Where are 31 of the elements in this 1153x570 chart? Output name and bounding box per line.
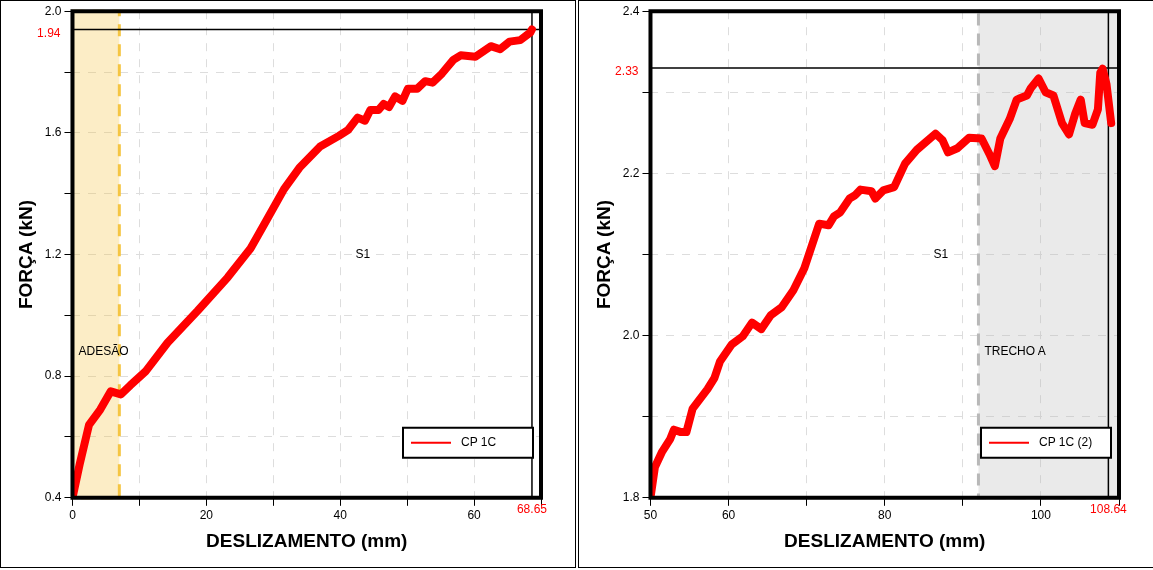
annotation: S1: [933, 246, 949, 261]
y-tick-label: 2.4: [622, 3, 640, 18]
band-label: TRECHO A: [984, 344, 1046, 359]
x-axis-title: DESLIZAMENTO (mm): [206, 529, 408, 551]
y-tick-label: 1.8: [622, 490, 640, 505]
y-tick-label: 2.0: [622, 327, 640, 342]
ref-line-label: 108.64: [1090, 502, 1128, 517]
x-tick-label: 60: [721, 508, 736, 523]
legend-label: CP 1C: [461, 435, 497, 450]
y-tick-label: 2.0: [44, 3, 62, 18]
y-tick-label: 0.8: [44, 368, 62, 383]
x-axis-title: DESLIZAMENTO (mm): [784, 529, 986, 551]
x-tick-label: 60: [467, 508, 482, 523]
y-axis-title: FORÇA (kN): [592, 199, 614, 310]
y-tick-label: 1.2: [44, 246, 62, 261]
x-tick-label: 0: [69, 508, 77, 523]
ref-line-label: 1.94: [37, 25, 61, 40]
x-tick-label: 100: [1030, 508, 1052, 523]
y-tick-label: 1.6: [44, 125, 62, 140]
band-label: ADESÃO: [78, 344, 129, 359]
ref-line-label: 68.65: [516, 502, 548, 517]
legend-label: CP 1C (2): [1039, 435, 1093, 450]
y-tick-label: 2.2: [622, 165, 640, 180]
x-tick-label: 50: [643, 508, 658, 523]
annotation: S1: [355, 246, 371, 261]
y-tick-label: 0.4: [44, 490, 62, 505]
x-tick-label: 80: [878, 508, 892, 523]
y-axis-title: FORÇA (kN): [14, 199, 36, 310]
x-tick-label: 40: [333, 508, 348, 523]
ref-line-label: 2.33: [615, 64, 639, 79]
x-tick-label: 20: [199, 508, 214, 523]
